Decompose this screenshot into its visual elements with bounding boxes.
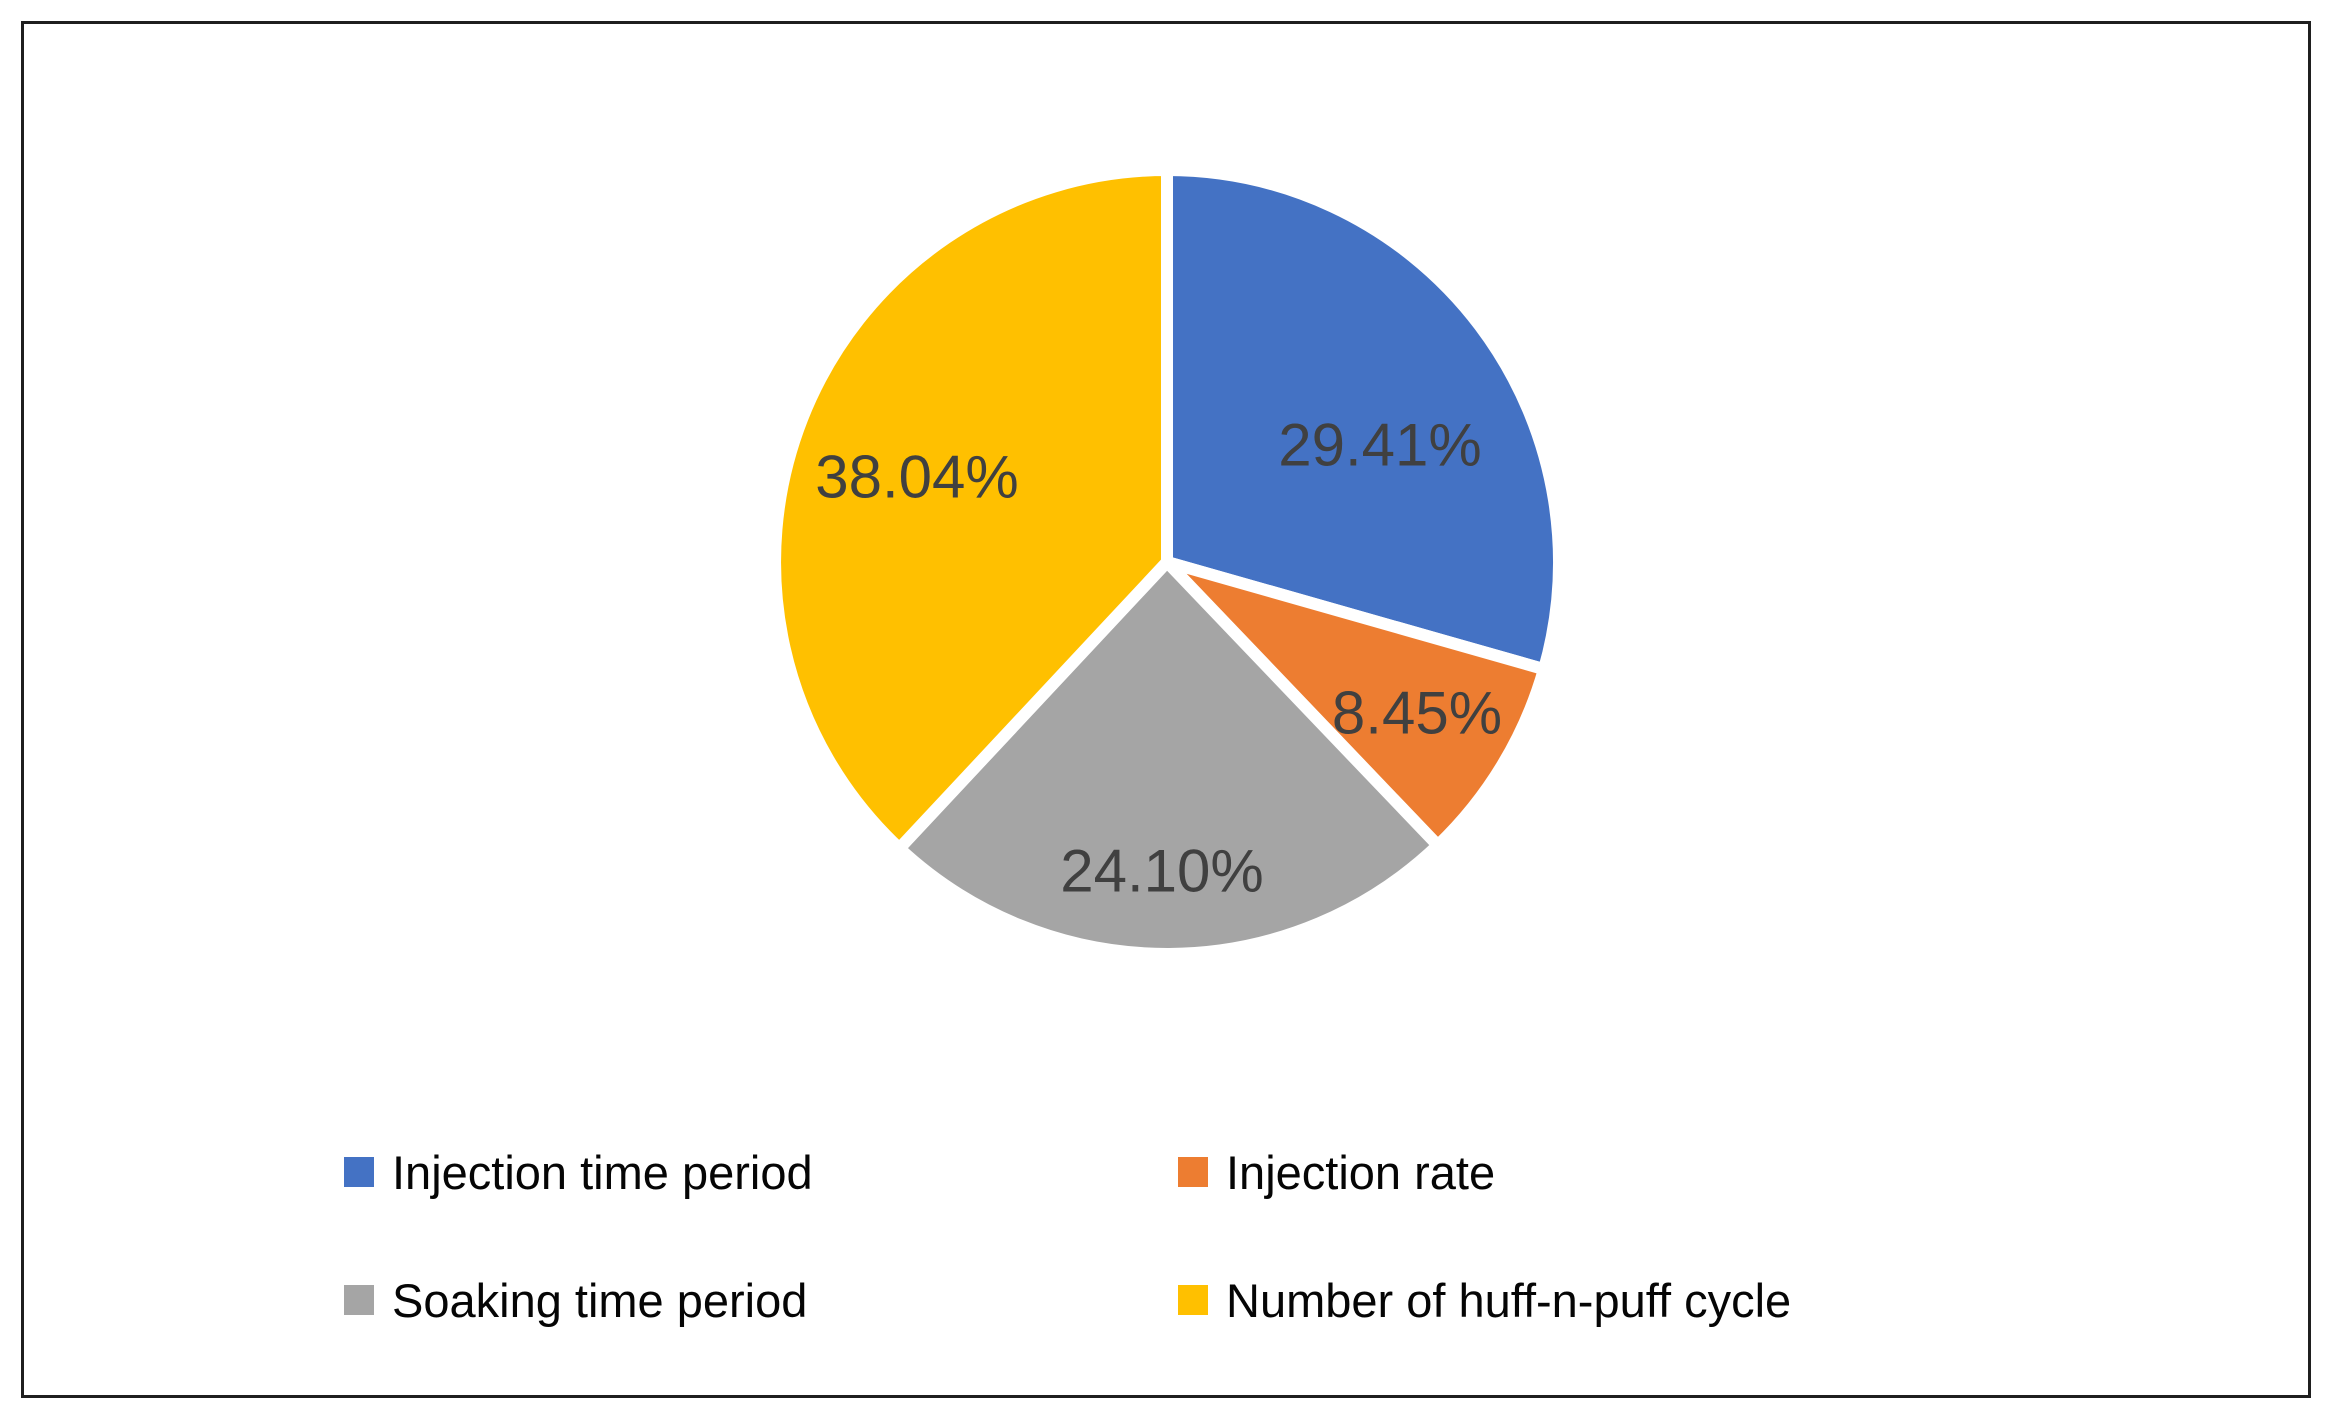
pie-slice-1 bbox=[1147, 550, 1552, 854]
legend-item-injection-rate: Injection rate bbox=[1178, 1146, 1495, 1198]
pie-data-label-2: 24.10% bbox=[1060, 838, 1264, 905]
legend-label: Injection rate bbox=[1226, 1145, 1496, 1199]
pie-slice-2 bbox=[890, 553, 1447, 960]
pie-slice-0 bbox=[1161, 163, 1565, 677]
legend-label: Injection time period bbox=[392, 1145, 813, 1199]
legend-item-soaking-time-period: Soaking time period bbox=[344, 1274, 807, 1326]
legend-label: Number of huff-n-puff cycle bbox=[1226, 1273, 1792, 1327]
pie-data-label-3: 38.04% bbox=[815, 444, 1019, 511]
pie-data-label-0: 29.41% bbox=[1278, 412, 1482, 479]
legend-label: Soaking time period bbox=[392, 1273, 808, 1327]
pie-slice-3 bbox=[769, 163, 1173, 857]
legend-swatch-orange bbox=[1178, 1157, 1208, 1187]
legend-swatch-gray bbox=[344, 1285, 374, 1315]
legend-item-injection-time-period: Injection time period bbox=[344, 1146, 813, 1198]
legend-swatch-blue bbox=[344, 1157, 374, 1187]
legend-swatch-yellow bbox=[1178, 1285, 1208, 1315]
chart-border bbox=[21, 21, 2311, 1398]
legend-item-number-of-huff-n-puff-cycle: Number of huff-n-puff cycle bbox=[1178, 1274, 1791, 1326]
pie-data-label-1: 8.45% bbox=[1332, 680, 1502, 747]
